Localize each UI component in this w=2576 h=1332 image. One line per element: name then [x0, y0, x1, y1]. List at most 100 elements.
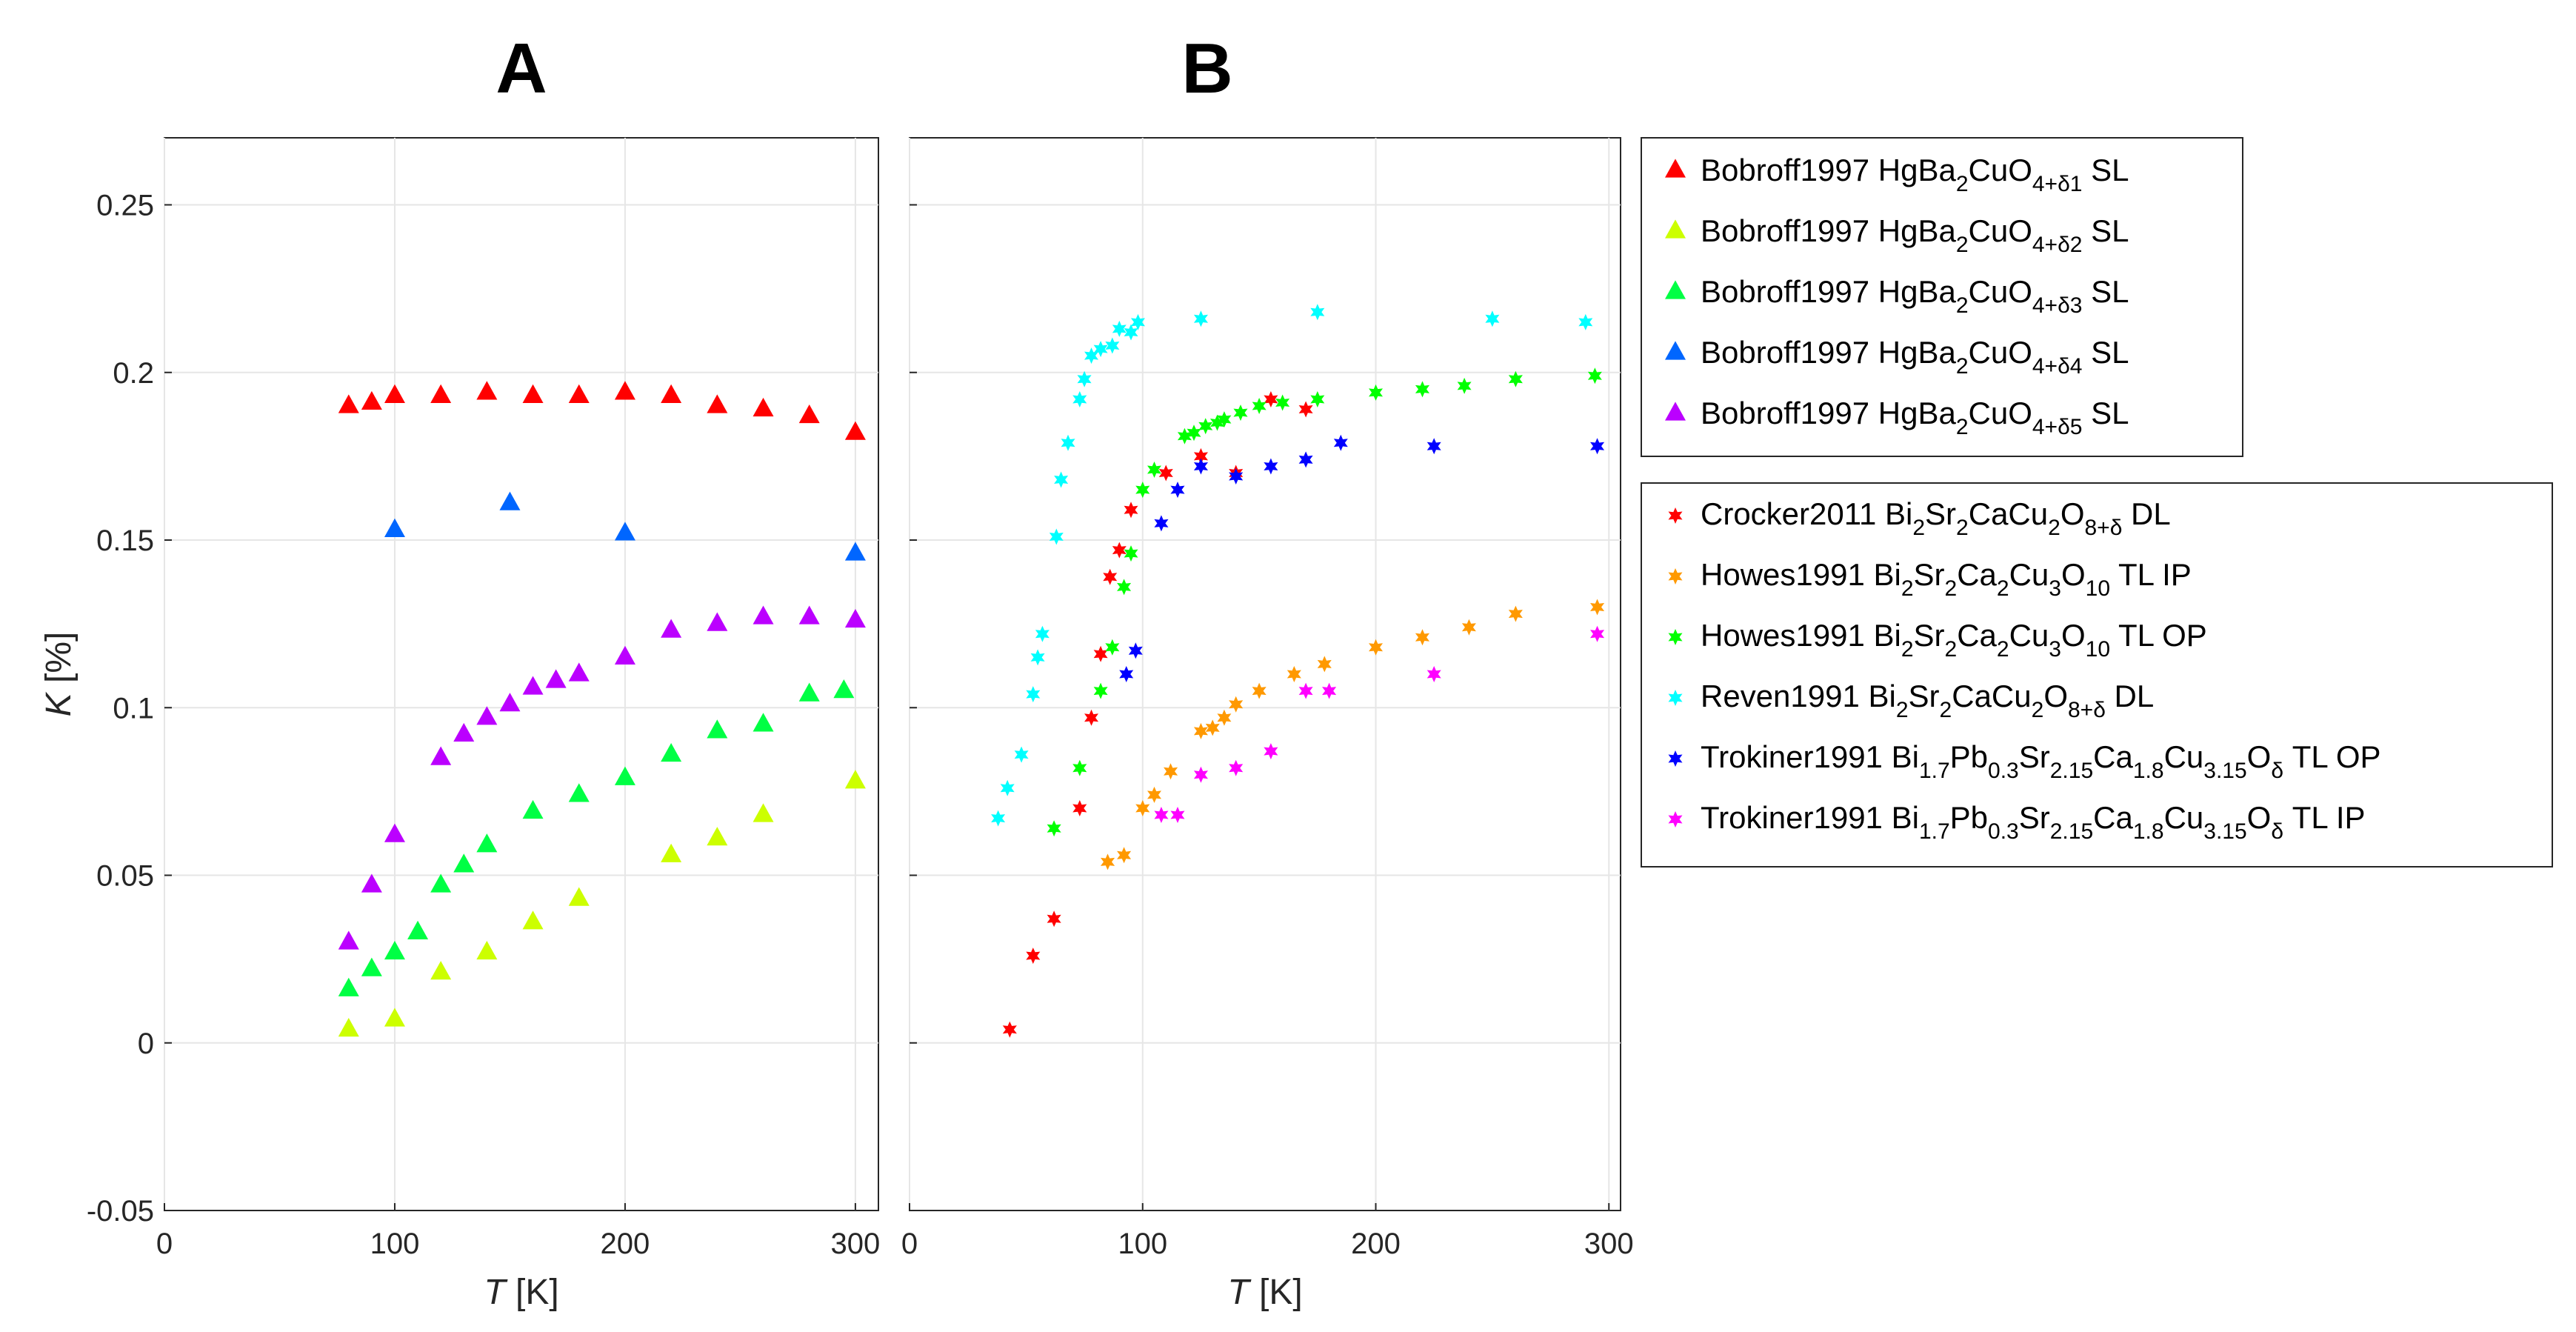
panel-b-title: B: [1181, 29, 1232, 108]
panel-b-series-4-point: [1105, 337, 1120, 354]
panel-b-series-2-point: [1135, 800, 1150, 816]
panel-b-series-2-point: [1317, 656, 1332, 673]
panel-b-series-5-point: [1193, 458, 1208, 475]
panel-b-series-1-point: [1124, 502, 1138, 519]
panel-a-series-1-point: [384, 384, 405, 404]
panel-a-series-1-point: [707, 394, 728, 413]
panel-a-series-5-point: [798, 605, 820, 625]
panel-b-series-2-point: [1287, 666, 1301, 682]
panel-a-series-2-point: [568, 887, 590, 906]
panel-a-series-1-point: [361, 390, 382, 410]
panel-b-series-2-point: [1164, 763, 1178, 780]
panel-a-series-3-point: [798, 682, 820, 702]
panel-b-series-4-point: [1030, 649, 1045, 666]
panel-b-series-2-point: [1101, 853, 1115, 870]
panel-a-series-5-point: [614, 645, 635, 665]
panel-a-x-axis-label: T [K]: [484, 1273, 558, 1312]
legend-bi-compounds: Crocker2011 Bi2Sr2CaCu2O8+δ DL Howes1991 …: [1641, 482, 2553, 868]
panel-b-series-5-point: [1298, 451, 1313, 468]
panel-b-series-6-point: [1427, 666, 1441, 682]
panel-a-series-2-point: [661, 843, 682, 862]
panel-a-series-4-point: [384, 518, 405, 538]
panel-b-series-1-point: [1112, 542, 1127, 559]
legend-bobroff-entry-3: Bobroff1997 HgBa2CuO4+δ3 SL: [1701, 274, 2129, 318]
panel-a-series-3-point: [661, 742, 682, 762]
legend-bi-entry-1: Crocker2011 Bi2Sr2CaCu2O8+δ DL: [1701, 496, 2171, 540]
panel-a-series-3-point: [707, 719, 728, 739]
panel-b-series-2-point: [1117, 847, 1132, 864]
panel-b-series-3-point: [1587, 367, 1602, 384]
panel-a-marks: [338, 381, 866, 1037]
legend-bi-entry-6: Trokiner1991 Bi1.7Pb0.3Sr2.15Ca1.8Cu3.15…: [1701, 800, 2366, 844]
panel-b-series-4-point: [1130, 313, 1145, 330]
panel-a-series-3-point: [384, 940, 405, 960]
panel-b-series-3-point: [1209, 414, 1224, 431]
panel-b-series-1-point: [1072, 800, 1087, 816]
panel-b-series-6-point: [1264, 743, 1278, 760]
panel-a-series-5-point: [453, 722, 475, 742]
panel-a-y-tick-label: 0.05: [96, 860, 154, 893]
panel-a-y-tick-label: 0.25: [96, 190, 154, 222]
legend-bobroff-entry-4: Bobroff1997 HgBa2CuO4+δ4 SL: [1701, 335, 2129, 379]
panel-b-series-2-point: [1369, 639, 1383, 656]
panel-b-x-axis-label: T [K]: [1227, 1273, 1302, 1312]
panel-a-grid: [164, 138, 878, 1211]
panel-b-series-5-point: [1170, 482, 1185, 499]
panel-a-series-1-point: [661, 384, 682, 404]
panel-a-series-3-point: [522, 799, 544, 819]
panel-b-series-2-point: [1461, 619, 1476, 636]
panel-b-series-2-point: [1508, 605, 1523, 622]
legend-bobroff-box: [1641, 137, 2243, 457]
panel-b-series-4-point: [1054, 471, 1069, 488]
panel-b-series-5-point: [1333, 434, 1348, 451]
panel-a-series-5-point: [844, 608, 866, 628]
panel-a-x-tick-label: 200: [601, 1228, 650, 1260]
panel-b-series-1-point: [1158, 464, 1173, 482]
panel-b-series-5-point: [1128, 642, 1143, 659]
panel-b-series-1-point: [1264, 391, 1278, 407]
panel-a-series-2-point: [476, 940, 498, 960]
panel-a-series-3-point: [476, 833, 498, 853]
panel-a-series-3-point: [833, 679, 855, 699]
panel-b-series-4-point: [1035, 625, 1050, 642]
panel-a-series-3-point: [614, 766, 635, 785]
panel-b-series-1-point: [1103, 568, 1118, 585]
panel-a-series-5-point: [545, 669, 567, 688]
panel-a-y-tick-label: 0.1: [113, 692, 154, 725]
panel-b-x-tick-label: 100: [1118, 1228, 1167, 1260]
legend-bi-entry-5: Trokiner1991 Bi1.7Pb0.3Sr2.15Ca1.8Cu3.15…: [1701, 739, 2381, 783]
panel-a-series-5-point: [661, 619, 682, 638]
panel-b-marks: [991, 304, 1605, 1038]
panel-a-series-4-point: [499, 491, 521, 510]
panel-b-series-2-point: [1205, 719, 1220, 736]
panel-b-series-3-point: [1093, 682, 1108, 699]
panel-b-series-2-point: [1217, 709, 1232, 726]
panel-a-series-1-point: [568, 384, 590, 404]
panel-b-series-3-point: [1187, 424, 1201, 442]
panel-b-series-2-point: [1415, 629, 1429, 646]
panel-b-series-6-point: [1229, 759, 1244, 776]
panel-b-series-2-point: [1590, 599, 1605, 616]
panel-b-series-1-point: [1002, 1021, 1017, 1038]
panel-a-series-5-point: [499, 693, 521, 712]
panel-b-series-5-point: [1119, 666, 1134, 682]
legend-bobroff-entry-1: Bobroff1997 HgBa2CuO4+δ1 SL: [1701, 153, 2129, 196]
panel-a-series-5-point: [338, 930, 359, 950]
panel-a-series-2-point: [844, 770, 866, 789]
panel-a-series-3-point: [568, 783, 590, 802]
panel-a-series-5-point: [753, 605, 774, 625]
legend-bi-compounds-box: [1641, 482, 2553, 868]
panel-b-series-6-point: [1298, 682, 1313, 699]
legend-bobroff-marker-1: [1665, 159, 1686, 178]
panel-b-series-3-point: [1135, 482, 1150, 499]
panel-a-series-1-point: [430, 384, 452, 404]
panel-b-series-1-point: [1084, 709, 1098, 726]
panel-b-series-4-point: [1026, 686, 1041, 703]
panel-b-series-5-point: [1229, 468, 1244, 484]
legend-bobroff-entry-5: Bobroff1997 HgBa2CuO4+δ5 SL: [1701, 396, 2129, 439]
panel-b-series-3-point: [1310, 391, 1325, 407]
panel-b-grid: [909, 138, 1621, 1211]
panel-b-series-4-point: [1485, 310, 1500, 327]
